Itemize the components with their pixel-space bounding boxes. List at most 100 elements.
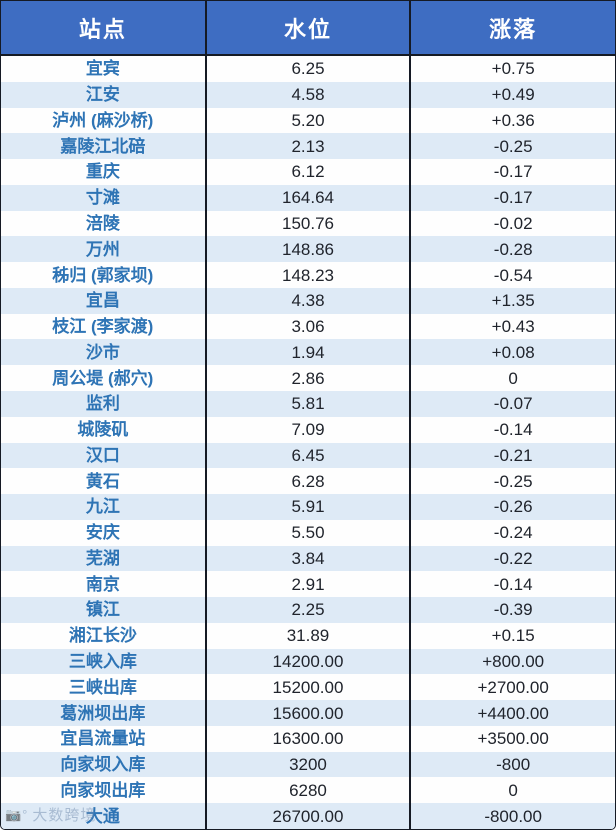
station-name-cell: 宜宾 <box>85 59 120 79</box>
station-name-cell: 湘江长沙 <box>68 626 137 646</box>
rise-fall-cell: -0.14 <box>409 416 615 443</box>
rise-fall-cell: +800.00 <box>409 648 615 675</box>
water-level-cell: 6.45 <box>204 442 411 469</box>
table-row: 宜昌 4.38 +1.35 <box>1 287 615 314</box>
table-row: 宜宾 6.25 +0.75 <box>1 55 615 82</box>
water-level-cell: 2.86 <box>204 365 411 391</box>
table-row: 大通 26700.00 -800.00 <box>1 803 615 829</box>
table-row: 葛洲坝出库 15600.00 +4400.00 <box>1 700 615 726</box>
water-level-cell: 4.58 <box>204 81 411 108</box>
rise-fall-cell: -0.24 <box>409 519 615 546</box>
rise-fall-cell: -0.21 <box>409 442 615 469</box>
table-body: 宜宾 6.25 +0.75 江安 4.58 +0.49 泸州 (麻沙桥) 5.20 +0.36 嘉… <box>1 55 615 829</box>
station-name-cell: 嘉陵江北碚 <box>60 136 146 156</box>
column-header-rise-fall: 涨落 <box>409 1 615 56</box>
rise-fall-cell: -0.02 <box>409 210 615 237</box>
water-level-cell: 15600.00 <box>204 700 411 726</box>
water-level-cell: 3.84 <box>204 545 411 572</box>
station-name-cell: 汉口 <box>85 445 120 465</box>
water-level-cell: 6.12 <box>204 159 411 185</box>
column-header-station: 站点 <box>1 1 206 56</box>
table-row: 涪陵 150.76 -0.02 <box>1 210 615 237</box>
station-name-cell: 安庆 <box>85 523 120 543</box>
table-row: 南京 2.91 -0.14 <box>1 571 615 598</box>
water-level-cell: 2.13 <box>204 133 411 160</box>
station-name-cell: 枝江 (李家渡) <box>52 317 154 337</box>
water-level-cell: 7.09 <box>204 416 411 443</box>
station-name-cell: 重庆 <box>85 162 120 182</box>
table-row: 监利 5.81 -0.07 <box>1 390 615 417</box>
table-row: 三峡入库 14200.00 +800.00 <box>1 648 615 675</box>
rise-fall-cell: -0.07 <box>409 390 615 417</box>
water-level-cell: 31.89 <box>204 622 411 649</box>
water-level-cell: 6.25 <box>204 55 411 82</box>
rise-fall-cell: +0.43 <box>409 313 615 340</box>
water-level-cell: 5.50 <box>204 519 411 546</box>
station-name-cell: 镇江 <box>85 600 120 620</box>
station-name-cell: 九江 <box>85 497 120 517</box>
water-level-cell: 6280 <box>204 777 411 804</box>
water-level-cell: 26700.00 <box>204 803 411 829</box>
table-row: 芜湖 3.84 -0.22 <box>1 545 615 572</box>
rise-fall-cell: +1.35 <box>409 287 615 314</box>
water-level-cell: 4.38 <box>204 287 411 314</box>
rise-fall-cell: +0.49 <box>409 81 615 108</box>
table-row: 秭归 (郭家坝) 148.23 -0.54 <box>1 262 615 288</box>
table-row: 宜昌流量站 16300.00 +3500.00 <box>1 725 615 752</box>
water-level-cell: 6.28 <box>204 468 411 495</box>
water-level-cell: 164.64 <box>204 184 411 211</box>
station-name-cell: 葛洲坝出库 <box>60 703 146 723</box>
station-name-cell: 黄石 <box>85 471 120 491</box>
station-name-cell: 宜昌 <box>85 291 120 311</box>
station-name-cell: 沙市 <box>85 342 120 362</box>
table-row: 向家坝出库 6280 0 <box>1 777 615 804</box>
rise-fall-cell: -800 <box>409 751 615 778</box>
station-name-cell: 宜昌流量站 <box>60 729 146 749</box>
rise-fall-cell: -0.17 <box>409 184 615 211</box>
station-name-cell: 向家坝出库 <box>60 780 146 800</box>
table-row: 江安 4.58 +0.49 <box>1 81 615 108</box>
rise-fall-cell: -0.39 <box>409 597 615 623</box>
station-name-cell: 监利 <box>85 394 120 414</box>
water-level-cell: 5.20 <box>204 107 411 134</box>
station-name-cell: 南京 <box>85 574 120 594</box>
rise-fall-cell: +3500.00 <box>409 725 615 752</box>
table-row: 万州 148.86 -0.28 <box>1 236 615 263</box>
table-row: 泸州 (麻沙桥) 5.20 +0.36 <box>1 107 615 134</box>
table-row: 湘江长沙 31.89 +0.15 <box>1 622 615 649</box>
rise-fall-cell: +4400.00 <box>409 700 615 726</box>
water-level-cell: 3200 <box>204 751 411 778</box>
rise-fall-cell: +0.75 <box>409 55 615 82</box>
station-name-cell: 万州 <box>85 239 120 259</box>
rise-fall-cell: -0.22 <box>409 545 615 572</box>
rise-fall-cell: -0.17 <box>409 159 615 185</box>
table-row: 重庆 6.12 -0.17 <box>1 159 615 185</box>
table-row: 嘉陵江北碚 2.13 -0.25 <box>1 133 615 160</box>
station-name-cell: 芜湖 <box>85 548 120 568</box>
table-row: 镇江 2.25 -0.39 <box>1 597 615 623</box>
station-name-cell: 向家坝入库 <box>60 755 146 775</box>
station-name-cell: 三峡出库 <box>68 677 137 697</box>
station-name-cell: 城陵矶 <box>77 420 129 440</box>
rise-fall-cell: -0.26 <box>409 494 615 520</box>
water-level-cell: 5.81 <box>204 390 411 417</box>
station-name-cell: 大通 <box>85 806 120 826</box>
water-level-cell: 148.23 <box>204 262 411 288</box>
station-name-cell: 三峡入库 <box>68 652 137 671</box>
station-name-cell: 秭归 (郭家坝) <box>52 265 154 285</box>
table-row: 城陵矶 7.09 -0.14 <box>1 416 615 443</box>
table-row: 沙市 1.94 +0.08 <box>1 339 615 366</box>
rise-fall-cell: +2700.00 <box>409 674 615 701</box>
rise-fall-cell: -800.00 <box>409 803 615 829</box>
rise-fall-cell: 0 <box>409 365 615 391</box>
water-level-cell: 1.94 <box>204 339 411 366</box>
table-row: 寸滩 164.64 -0.17 <box>1 184 615 211</box>
water-level-cell: 15200.00 <box>204 674 411 701</box>
water-level-cell: 2.25 <box>204 597 411 623</box>
rise-fall-cell: -0.14 <box>409 571 615 598</box>
column-header-water-level: 水位 <box>204 1 411 56</box>
table-row: 枝江 (李家渡) 3.06 +0.43 <box>1 313 615 340</box>
table-row: 三峡出库 15200.00 +2700.00 <box>1 674 615 701</box>
station-name-cell: 寸滩 <box>85 188 120 208</box>
